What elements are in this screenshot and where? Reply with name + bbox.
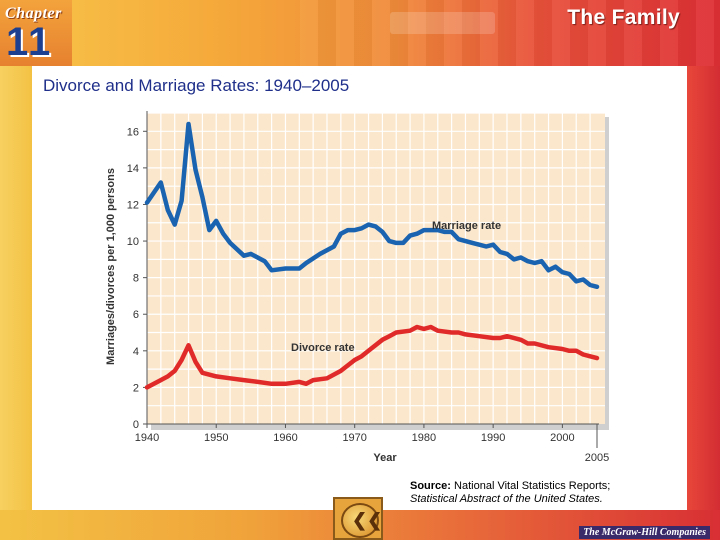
back-button[interactable]: ❮❮	[333, 497, 383, 540]
y-tick-label: 2	[133, 382, 139, 394]
y-tick-label: 4	[133, 346, 139, 358]
x-tick-label: 1980	[412, 432, 436, 444]
y-tick-label: 12	[127, 199, 139, 211]
chapter-label: Chapter	[5, 5, 62, 22]
y-tick-label: 6	[133, 309, 139, 321]
header-title: The Family	[567, 6, 680, 29]
header-decoration	[390, 12, 495, 34]
plot-background	[147, 113, 605, 424]
y-tick-label: 10	[127, 236, 139, 248]
y-tick-label: 16	[127, 126, 139, 138]
marriage-rate-line	[144, 121, 600, 290]
divorce-rate-label: Divorce rate	[291, 342, 355, 354]
back-arrow-icon: ❮❮	[352, 510, 383, 530]
source-line2: Statistical Abstract of the United State…	[410, 493, 603, 505]
x-tick-label: 1990	[481, 432, 505, 444]
left-border	[0, 66, 32, 510]
x-tick-label: 2000	[550, 432, 574, 444]
x-tick-label: 1940	[135, 432, 159, 444]
slide-title: Divorce and Marriage Rates: 1940–2005	[43, 76, 350, 95]
right-border	[687, 66, 720, 510]
publisher-logo: The McGraw-Hill Companies	[579, 526, 710, 539]
x-tick-label: 2005	[585, 452, 609, 464]
back-button-disc: ❮❮	[341, 503, 383, 538]
y-tick-label: 0	[133, 419, 139, 431]
x-tick-label: 1960	[273, 432, 297, 444]
source-note: Source: National Vital Statistics Report…	[410, 480, 610, 506]
y-tick-label: 8	[133, 273, 139, 285]
y-axis-title: Marriages/divorces per 1,000 persons	[105, 168, 117, 365]
marriage-rate-label: Marriage rate	[432, 220, 501, 232]
x-tick-label: 1950	[204, 432, 228, 444]
source-label: Source:	[410, 480, 451, 492]
header-pattern	[300, 0, 720, 66]
header-band: Chapter 11 The Family	[0, 0, 720, 66]
x-axis-title: Year	[373, 452, 397, 464]
chapter-number: 11	[6, 20, 53, 64]
divorce-rate-line	[144, 324, 600, 390]
x-tick-label: 1970	[342, 432, 366, 444]
y-tick-label: 14	[127, 163, 139, 175]
source-line1: National Vital Statistics Reports;	[454, 480, 611, 492]
chapter-badge: Chapter 11	[0, 0, 72, 66]
